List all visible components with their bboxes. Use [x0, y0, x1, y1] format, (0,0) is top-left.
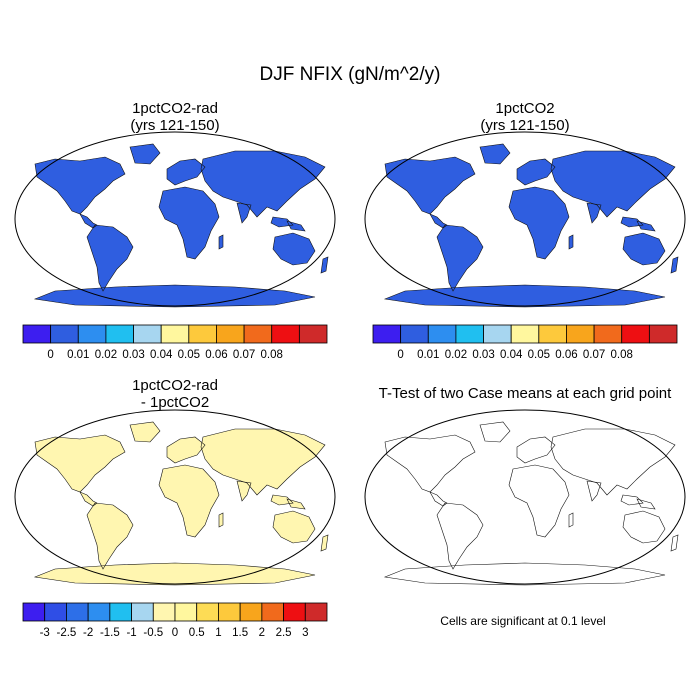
- colorbar-tick-label: 0: [172, 627, 178, 639]
- colorbar-tick-label: 2: [259, 627, 265, 639]
- colorbar-tick-label: 2.5: [276, 627, 292, 639]
- colorbar-tick-label: 0.03: [472, 349, 494, 361]
- panel-title-line2: (yrs 121-150): [130, 117, 220, 134]
- colorbar-tick-label: 0: [47, 349, 53, 361]
- colorbar-swatch: [152, 602, 176, 622]
- colorbar-swatch: [427, 324, 457, 344]
- panel-title-line1: 1pctCO2-rad: [132, 100, 218, 117]
- colorbar-tick-label: 0.08: [261, 349, 283, 361]
- panel-title-bottom-right: T-Test of two Case means at each grid po…: [355, 385, 695, 402]
- colorbar-swatch: [44, 602, 67, 622]
- panel-title-line1: 1pctCO2-rad: [132, 377, 218, 394]
- colorbar-swatch: [216, 324, 245, 344]
- panel-title-top-left: 1pctCO2-rad (yrs 121-150): [10, 100, 340, 134]
- colorbar-tick-label: 0.06: [555, 349, 577, 361]
- panel-title-line2: - 1pctCO2: [140, 394, 210, 411]
- colorbar-tick-label: 0.07: [233, 349, 255, 361]
- colorbar-tick-label: 1: [215, 627, 221, 639]
- colorbar-swatch: [593, 324, 623, 344]
- colorbar-swatch: [538, 324, 567, 344]
- colorbar-tick-label: 0.08: [611, 349, 633, 361]
- map-ttest: [364, 409, 686, 586]
- colorbar-swatch: [648, 324, 678, 344]
- colorbar-tick-label: 3: [302, 627, 308, 639]
- figure-title: DJF NFIX (gN/m^2/y): [259, 64, 441, 85]
- colorbar-swatch: [22, 602, 46, 622]
- colorbar-tick-label: -1: [126, 627, 136, 639]
- colorbar-tick-label: 0.03: [122, 349, 144, 361]
- colorbar-tick-label: -2.5: [57, 627, 77, 639]
- significance-note: Cells are significant at 0.1 level: [440, 614, 606, 628]
- colorbar-tick-label: -2: [83, 627, 93, 639]
- colorbar-tick-label: 0.05: [178, 349, 200, 361]
- colorbar-tick-label: -1.5: [100, 627, 120, 639]
- colorbar-tick-label: 0.06: [205, 349, 227, 361]
- colorbar-swatch: [87, 602, 111, 622]
- colorbar-swatch: [218, 602, 241, 622]
- colorbar-swatch: [66, 602, 89, 622]
- colorbar-swatch: [283, 602, 306, 622]
- colorbar-tick-label: 0.02: [445, 349, 467, 361]
- colorbar-swatch: [304, 602, 328, 622]
- colorbar-tick-label: 0.05: [528, 349, 550, 361]
- colorbar-abs-left: 0 0.01 0.02 0.03 0.04 0.05 0.06 0.07 0.08: [22, 324, 328, 361]
- colorbar-tick-label: 0.5: [189, 627, 205, 639]
- colorbar-swatch: [243, 324, 273, 344]
- colorbar-swatch: [174, 602, 198, 622]
- colorbar-tick-label: -0.5: [143, 627, 163, 639]
- colorbar-swatch: [196, 602, 219, 622]
- colorbar-swatch: [160, 324, 190, 344]
- colorbar-swatch: [50, 324, 79, 344]
- colorbar-tick-label: -3: [40, 627, 50, 639]
- colorbar-tick-label: 1.5: [232, 627, 248, 639]
- colorbar-swatch: [510, 324, 540, 344]
- colorbar-tick-label: 0: [397, 349, 403, 361]
- colorbar-swatch: [400, 324, 429, 344]
- colorbar-tick-label: 0.01: [67, 349, 89, 361]
- colorbar-swatch: [133, 324, 162, 344]
- colorbar-swatch: [105, 324, 134, 344]
- panel-title-top-right: 1pctCO2 (yrs 121-150): [360, 100, 690, 134]
- colorbar-abs-right: 0 0.01 0.02 0.03 0.04 0.05 0.06 0.07 0.08: [372, 324, 678, 361]
- map-1pctco2-rad: [14, 131, 336, 308]
- colorbar-swatch: [455, 324, 484, 344]
- colorbar-swatch: [298, 324, 328, 344]
- colorbar-tick-label: 0.04: [500, 349, 523, 361]
- map-difference: [14, 409, 336, 586]
- colorbar-swatch: [109, 602, 132, 622]
- colorbar-swatch: [483, 324, 512, 344]
- colorbar-tick-label: 0.02: [95, 349, 117, 361]
- panel-title-line1: T-Test of two Case means at each grid po…: [378, 385, 672, 402]
- colorbar-tick-label: 0.01: [417, 349, 439, 361]
- colorbar-swatch: [621, 324, 650, 344]
- colorbar-swatch: [22, 324, 52, 344]
- map-1pctco2: [364, 131, 686, 308]
- panel-title-line2: (yrs 121-150): [480, 117, 570, 134]
- colorbar-swatch: [566, 324, 595, 344]
- panel-title-bottom-left: 1pctCO2-rad - 1pctCO2: [10, 377, 340, 411]
- colorbar-swatch: [271, 324, 300, 344]
- colorbar-swatch: [261, 602, 284, 622]
- colorbar-diff: -3 -2.5 -2 -1.5 -1 -0.5 0 0.5 1 1.5 2 2.5 3: [22, 602, 328, 639]
- colorbar-swatch: [77, 324, 107, 344]
- colorbar-swatch: [372, 324, 402, 344]
- colorbar-swatch: [239, 602, 263, 622]
- colorbar-swatch: [188, 324, 217, 344]
- colorbar-swatch: [131, 602, 154, 622]
- panel-title-line1: 1pctCO2: [495, 100, 555, 117]
- colorbar-tick-label: 0.07: [583, 349, 605, 361]
- colorbar-tick-label: 0.04: [150, 349, 173, 361]
